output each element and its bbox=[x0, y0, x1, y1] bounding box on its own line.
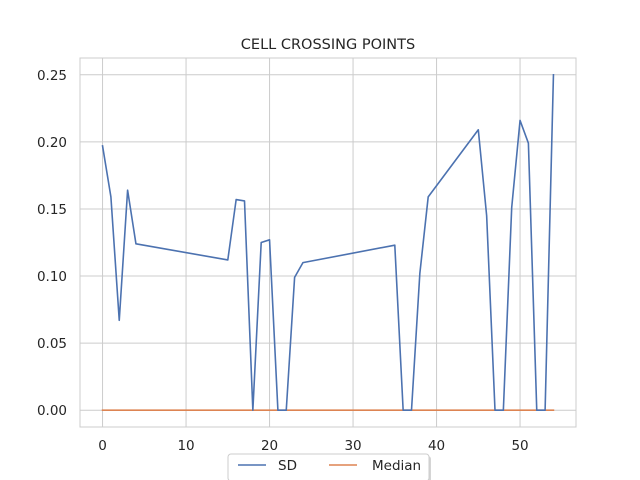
x-tick-label: 50 bbox=[511, 438, 528, 454]
axis-ticks: 0 10 20 30 40 50 0.00 0.05 0.10 0.15 0.20 0.25 bbox=[37, 68, 529, 454]
y-tick-label: 0.20 bbox=[37, 135, 67, 151]
x-tick-label: 20 bbox=[261, 438, 278, 454]
x-tick-label: 40 bbox=[428, 438, 445, 454]
legend-box bbox=[227, 453, 430, 480]
y-tick-label: 0.10 bbox=[37, 269, 67, 285]
y-tick-label: 0.25 bbox=[37, 68, 67, 84]
chart-title: CELL CROSSING POINTS bbox=[241, 37, 415, 53]
legend-label-sd: SD bbox=[278, 458, 297, 474]
y-tick-label: 0.15 bbox=[37, 202, 67, 218]
y-tick-label: 0.05 bbox=[37, 336, 67, 352]
grid-lines bbox=[80, 58, 576, 427]
x-tick-label: 0 bbox=[98, 438, 107, 454]
legend: SD Median bbox=[227, 453, 431, 480]
x-tick-label: 30 bbox=[344, 438, 361, 454]
x-tick-label: 10 bbox=[177, 438, 194, 454]
legend-label-median: Median bbox=[372, 458, 421, 474]
series-line-sd bbox=[101, 73, 555, 412]
y-tick-label: 0.00 bbox=[37, 403, 67, 419]
plot-series bbox=[101, 73, 555, 412]
plot-frame bbox=[79, 57, 577, 428]
